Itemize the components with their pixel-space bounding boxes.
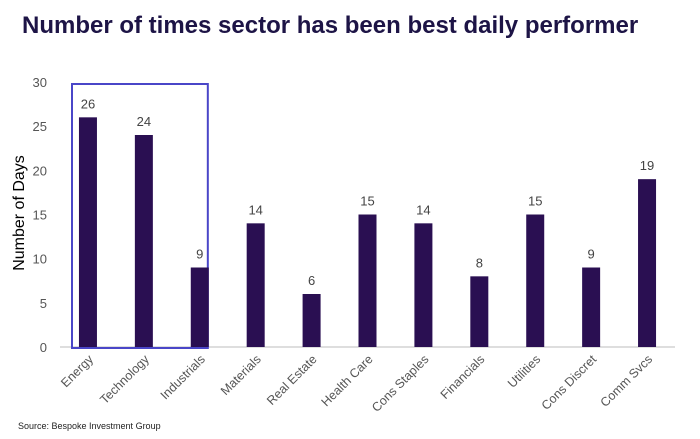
- highlight-box: [71, 83, 209, 349]
- value-label-materials: 14: [248, 202, 262, 217]
- value-label-utilities: 15: [528, 194, 542, 209]
- category-label-materials: Materials: [218, 352, 264, 398]
- y-tick-label: 10: [33, 252, 47, 267]
- bar-cons-staples: [414, 223, 433, 347]
- y-tick-label: 0: [40, 340, 47, 355]
- category-label-comm-svcs: Comm Svcs: [598, 352, 656, 410]
- category-label-utilities: Utilities: [505, 352, 543, 390]
- bar-health-care: [358, 214, 377, 347]
- value-label-cons-discret: 9: [588, 247, 595, 262]
- category-label-financials: Financials: [438, 352, 488, 402]
- bar-cons-discret: [582, 267, 601, 347]
- category-labels: Energy Technology Industrials Materials Real…: [58, 352, 655, 415]
- bar-industrials: [190, 267, 209, 347]
- y-tick-label: 15: [33, 208, 47, 223]
- chart-title: Number of times sector has been best dai…: [22, 12, 639, 39]
- category-label-technology: Technology: [97, 352, 152, 407]
- value-label-industrials: 9: [196, 247, 203, 262]
- value-label-health-care: 15: [360, 194, 374, 209]
- y-tick-label: 25: [33, 119, 47, 134]
- source-note: Source: Bespoke Investment Group: [18, 421, 161, 431]
- category-label-health-care: Health Care: [319, 352, 376, 409]
- bar-utilities: [526, 214, 545, 347]
- y-axis-label: Number of Days: [11, 155, 28, 271]
- y-tick-label: 20: [33, 163, 47, 178]
- category-label-energy: Energy: [58, 352, 96, 390]
- value-label-energy: 26: [81, 96, 95, 111]
- bars: [78, 117, 657, 347]
- y-tick-label: 30: [33, 75, 47, 90]
- value-label-comm-svcs: 19: [640, 158, 654, 173]
- bar-energy: [78, 117, 97, 347]
- category-label-real-estate: Real Estate: [264, 352, 320, 408]
- bar-real-estate: [302, 294, 321, 347]
- y-axis: 0 5 10 15 20 25 30: [33, 75, 47, 355]
- bar-materials: [246, 223, 265, 347]
- category-label-cons-discret: Cons Discret: [539, 352, 600, 413]
- category-label-industrials: Industrials: [158, 352, 208, 402]
- bar-technology: [134, 135, 153, 347]
- value-labels: 26 24 9 14 6 15 14 8 15 9 19: [81, 96, 655, 288]
- value-label-real-estate: 6: [308, 273, 315, 288]
- bar-comm-svcs: [638, 179, 657, 347]
- y-tick-label: 5: [40, 296, 47, 311]
- category-label-cons-staples: Cons Staples: [369, 352, 431, 414]
- value-label-cons-staples: 14: [416, 202, 430, 217]
- value-label-financials: 8: [476, 255, 483, 270]
- bar-financials: [470, 276, 489, 347]
- value-label-technology: 24: [137, 114, 151, 129]
